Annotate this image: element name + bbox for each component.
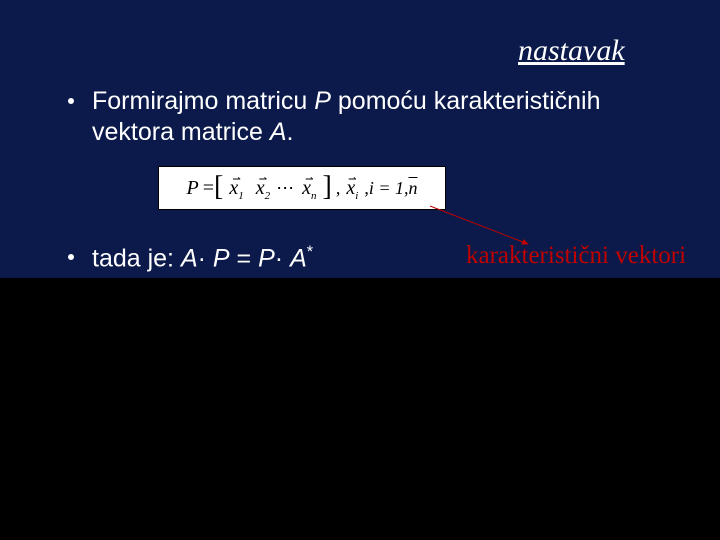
formula-box: P = [⇀x1⇀x2⋯⇀xn] , ⇀xi, i = 1, n — [158, 166, 446, 210]
bullet-2: tada je: A· P = P· A* — [68, 242, 488, 275]
bullet-dot — [68, 254, 74, 260]
formula: P = [⇀x1⇀x2⋯⇀xn] , ⇀xi, i = 1, n — [187, 172, 418, 204]
bullet-2-text: tada je: A· P = P· A* — [92, 242, 313, 275]
annotation-text: karakteristični vektori — [466, 242, 686, 269]
bottom-cover — [0, 278, 720, 540]
heading-text: nastavak — [518, 34, 625, 67]
bullet-dot — [68, 98, 74, 104]
eigenvector-annotation: karakteristični vektori — [466, 242, 686, 270]
slide: nastavak Formirajmo matricu P pomoću kar… — [0, 0, 720, 540]
bullet-1-text: Formirajmo matricu P pomoću karakteristi… — [92, 86, 668, 149]
continuation-heading: nastavak — [518, 34, 625, 68]
bullet-1: Formirajmo matricu P pomoću karakteristi… — [68, 86, 668, 149]
